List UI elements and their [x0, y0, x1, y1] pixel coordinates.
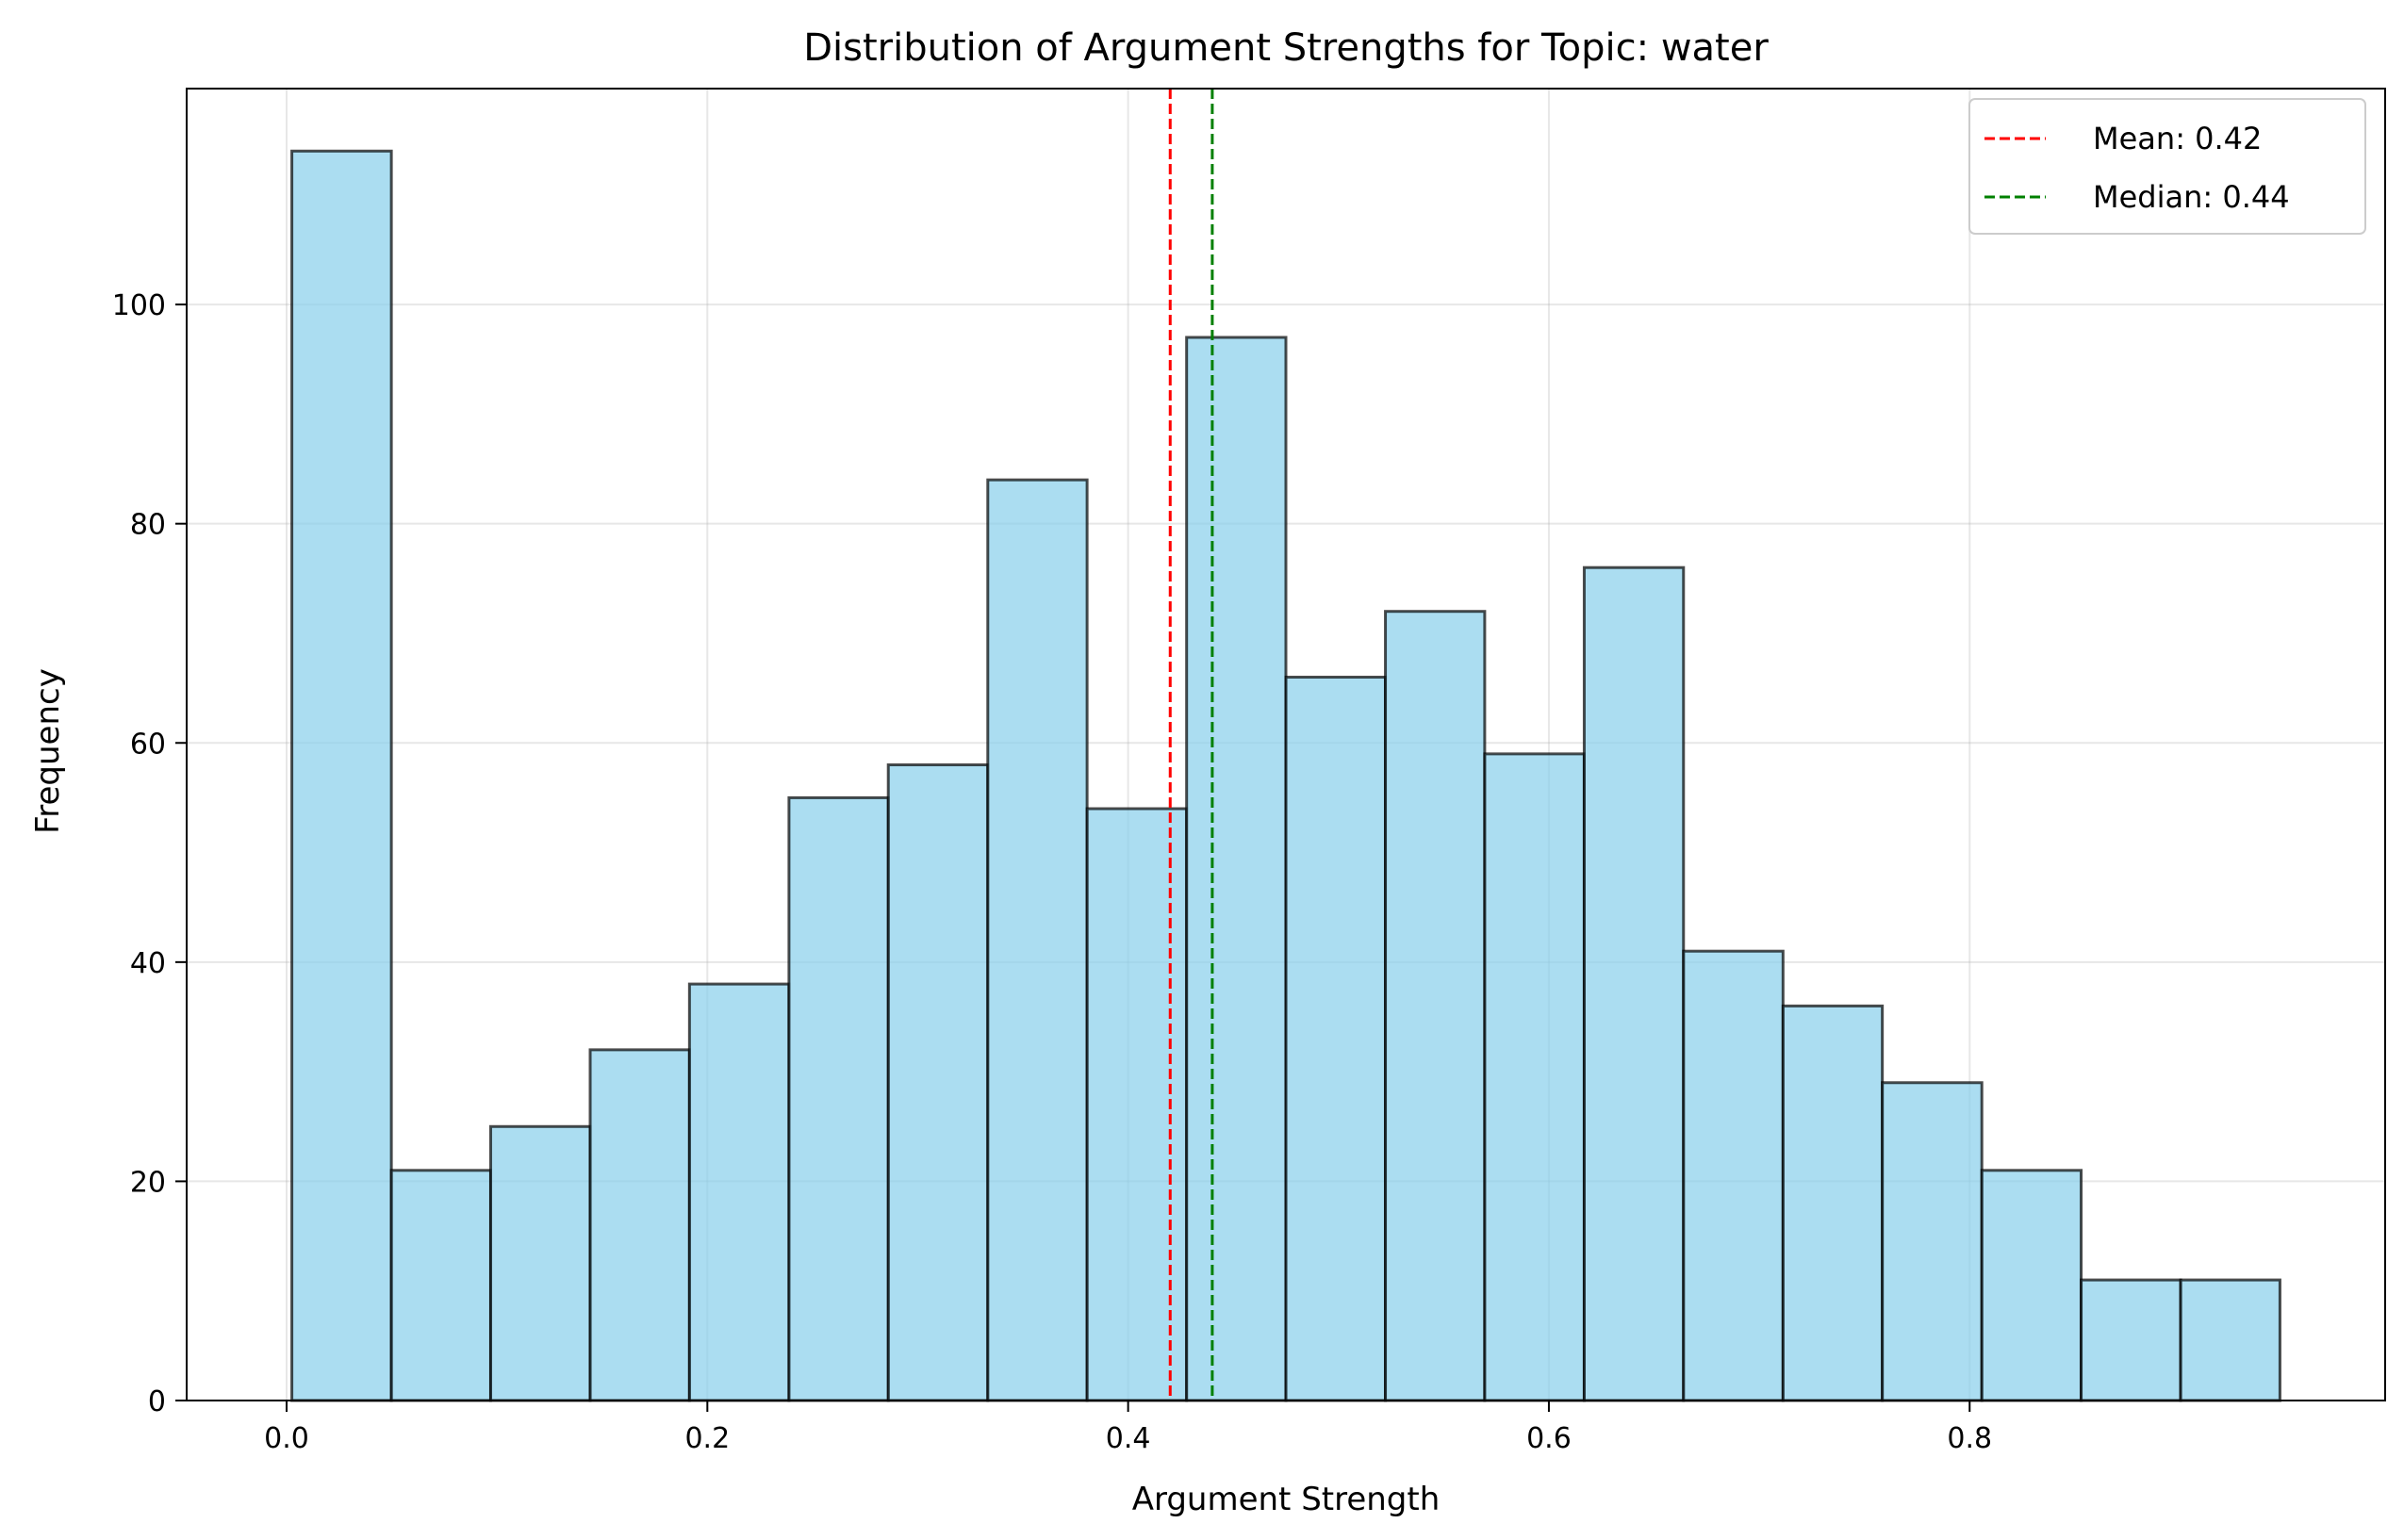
x-axis-title: Argument Strength — [1132, 1481, 1441, 1518]
x-tick-label: 0.4 — [1106, 1422, 1151, 1455]
histogram-bar — [588, 1048, 691, 1402]
histogram-bar — [1483, 752, 1586, 1402]
histogram-bar — [1284, 675, 1388, 1402]
histogram-bar — [1384, 610, 1487, 1402]
y-axis-title: Frequency — [29, 668, 67, 834]
y-tick-label: 20 — [130, 1166, 166, 1199]
histogram-bar — [1582, 565, 1686, 1402]
legend: Mean: 0.42 Median: 0.44 — [1968, 98, 2366, 235]
histogram-bar — [1881, 1081, 1984, 1402]
y-tick-label: 80 — [130, 509, 166, 542]
y-tick-label: 0 — [148, 1385, 166, 1418]
y-tick-label: 40 — [130, 947, 166, 980]
histogram-bar — [290, 149, 393, 1402]
histogram-bars — [290, 149, 2281, 1402]
x-tick-label: 0.6 — [1526, 1422, 1572, 1455]
histogram-bar — [1185, 336, 1288, 1402]
histogram-bar — [488, 1124, 592, 1402]
histogram-bar — [1781, 1004, 1885, 1402]
legend-median-label: Median: 0.44 — [2093, 179, 2290, 215]
x-tick-label: 0.2 — [684, 1422, 730, 1455]
legend-mean-label: Mean: 0.42 — [2093, 121, 2262, 156]
legend-box — [1968, 98, 2366, 235]
histogram-bar — [986, 478, 1089, 1402]
histogram-bar — [1682, 949, 1785, 1402]
histogram-bar — [787, 795, 890, 1402]
chart-title: Distribution of Argument Strengths for T… — [803, 26, 1769, 70]
x-axis-ticks: 0.0 0.2 0.4 0.6 0.8 — [264, 1401, 1992, 1455]
y-axis-ticks: 0 20 40 60 80 100 — [112, 289, 187, 1418]
histogram-bar — [389, 1169, 492, 1402]
plot-area-frame — [186, 88, 2386, 1401]
y-tick-label: 100 — [112, 289, 166, 322]
histogram-bar — [2080, 1278, 2182, 1402]
histogram-bar — [1085, 807, 1189, 1402]
histogram-bar — [1980, 1169, 2083, 1402]
reference-lines — [1168, 89, 1214, 1401]
y-tick-label: 60 — [130, 728, 166, 761]
histogram-bar — [886, 763, 990, 1402]
x-tick-label: 0.0 — [264, 1422, 309, 1455]
histogram-bar — [2179, 1278, 2281, 1402]
x-tick-label: 0.8 — [1947, 1422, 1992, 1455]
histogram-bar — [687, 982, 791, 1402]
